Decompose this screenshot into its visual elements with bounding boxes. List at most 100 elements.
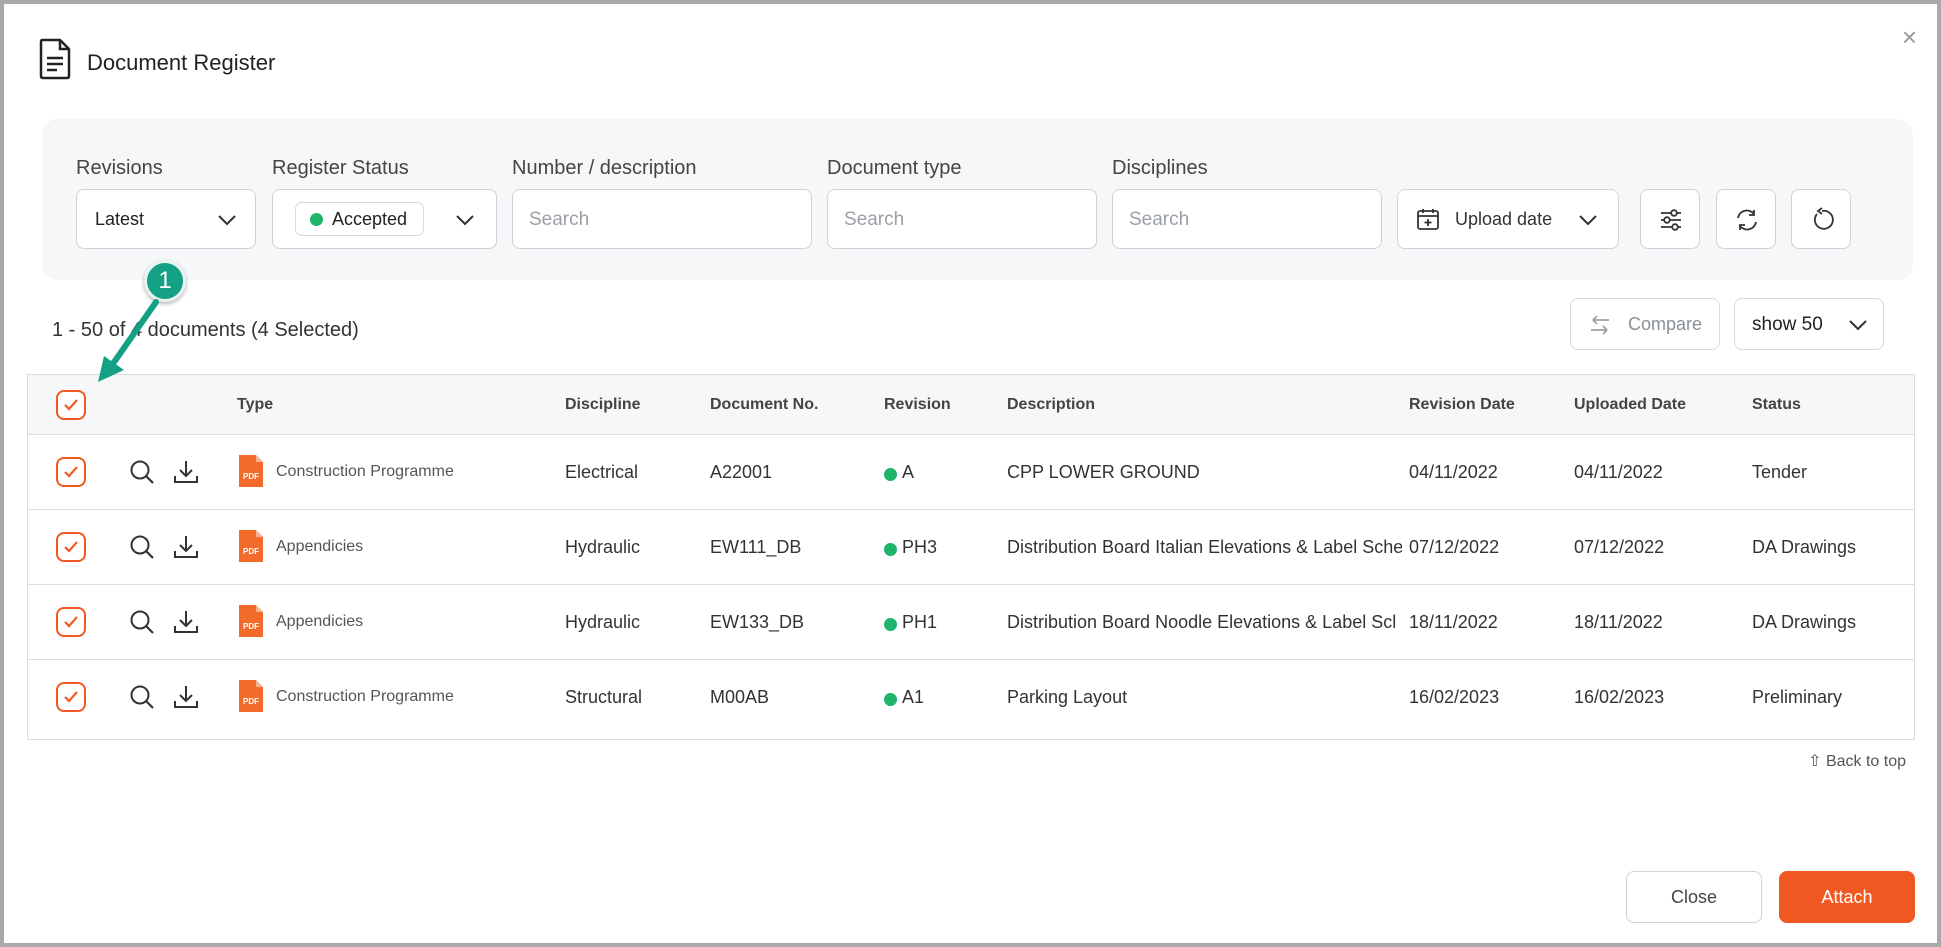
search-icon[interactable]	[128, 533, 156, 561]
document-type-input[interactable]: Search	[827, 189, 1097, 249]
pdf-file-icon: PDF	[239, 530, 263, 562]
disciplines-input[interactable]: Search	[1112, 189, 1382, 249]
revision-cell: A1	[902, 687, 925, 707]
column-header-discipline[interactable]: Discipline	[565, 396, 641, 413]
compare-button[interactable]: Compare	[1570, 298, 1720, 350]
chevron-down-icon	[1579, 215, 1597, 226]
uploaded-date-cell: 07/12/2022	[1574, 537, 1665, 557]
swap-arrows-icon	[1591, 315, 1609, 335]
description-cell: Distribution Board Noodle Elevations & L…	[1007, 612, 1397, 632]
status-chip-label: Accepted	[332, 209, 408, 229]
document-icon	[39, 38, 71, 80]
number-description-placeholder: Search	[529, 209, 590, 230]
back-to-top-link[interactable]: ⇧ Back to top	[1808, 753, 1906, 770]
pdf-file-icon: PDF	[239, 455, 263, 487]
download-icon[interactable]	[172, 683, 200, 711]
revisions-select[interactable]: Latest	[76, 189, 256, 249]
close-button[interactable]: Close	[1626, 871, 1762, 923]
row-checkbox[interactable]	[56, 607, 86, 637]
uploaded-date-cell: 16/02/2023	[1574, 687, 1665, 707]
revision-cell: PH3	[902, 537, 938, 557]
sync-button[interactable]	[1716, 189, 1776, 249]
upload-date-select[interactable]: Upload date	[1397, 189, 1619, 249]
revision-dot	[884, 693, 897, 706]
search-icon[interactable]	[128, 458, 156, 486]
pdf-badge-text: PDF	[243, 472, 259, 481]
revisions-value: Latest	[95, 209, 145, 229]
chevron-down-icon	[218, 215, 236, 226]
download-icon[interactable]	[172, 608, 200, 636]
revision-cell: A	[902, 462, 915, 482]
status-cell: DA Drawings	[1752, 537, 1857, 557]
row-checkbox[interactable]	[56, 532, 86, 562]
column-header-uploaded-date[interactable]: Uploaded Date	[1574, 396, 1687, 413]
reset-icon	[1814, 207, 1834, 230]
document-no-cell: EW133_DB	[710, 612, 805, 632]
sync-icon	[1737, 209, 1757, 231]
document-no-cell: M00AB	[710, 687, 770, 707]
table-row[interactable]: PDF Construction Programme Structural M00…	[28, 660, 1914, 735]
filter-settings-button[interactable]	[1640, 189, 1700, 249]
check-icon	[64, 541, 78, 553]
revision-date-cell: 16/02/2023	[1409, 687, 1500, 707]
description-cell: Distribution Board Italian Elevations & …	[1007, 537, 1402, 557]
annotation-callout: 1	[144, 260, 186, 302]
annotation-arrow-icon	[98, 299, 159, 382]
filter-panel: Revisions Latest Register Status Accepte…	[42, 119, 1913, 280]
type-cell: Construction Programme	[276, 688, 454, 705]
revision-dot	[884, 543, 897, 556]
pdf-badge-text: PDF	[243, 697, 259, 706]
column-header-type[interactable]: Type	[237, 396, 274, 413]
attach-button[interactable]: Attach	[1779, 871, 1915, 923]
search-icon[interactable]	[128, 608, 156, 636]
disciplines-label: Disciplines	[1112, 157, 1208, 179]
document-type-label: Document type	[827, 157, 962, 179]
pdf-file-icon: PDF	[239, 680, 263, 712]
column-header-revision[interactable]: Revision	[884, 396, 951, 413]
status-cell: Tender	[1752, 462, 1808, 482]
table-row[interactable]: PDF Appendicies Hydraulic EW133_DB PH1 Dist…	[28, 585, 1914, 660]
row-checkbox[interactable]	[56, 682, 86, 712]
row-checkbox[interactable]	[56, 457, 86, 487]
revision-date-cell: 18/11/2022	[1409, 612, 1498, 632]
table-row[interactable]: PDF Construction Programme Electrical A22…	[28, 435, 1914, 510]
document-register-dialog: Document Register × Revisions Latest Reg…	[4, 4, 1937, 943]
dialog-title: Document Register	[87, 50, 276, 75]
page-size-select[interactable]: show 50	[1734, 298, 1884, 350]
select-all-checkbox[interactable]	[56, 390, 86, 420]
description-cell: CPP LOWER GROUND	[1007, 462, 1200, 482]
table-row[interactable]: PDF Appendicies Hydraulic EW111_DB PH3 Dist…	[28, 510, 1914, 585]
close-icon[interactable]: ×	[1901, 22, 1917, 52]
status-cell: DA Drawings	[1752, 612, 1857, 632]
check-icon	[64, 466, 78, 478]
disciplines-placeholder: Search	[1129, 209, 1190, 230]
register-status-select[interactable]: Accepted	[272, 189, 497, 249]
check-icon	[64, 691, 78, 703]
pdf-badge-text: PDF	[243, 622, 259, 631]
type-cell: Appendicies	[276, 538, 364, 555]
search-icon[interactable]	[128, 683, 156, 711]
type-cell: Appendicies	[276, 613, 364, 630]
register-status-label: Register Status	[272, 157, 409, 179]
table-header: Type Discipline Document No. Revision De…	[28, 375, 1914, 435]
column-header-description[interactable]: Description	[1007, 396, 1096, 413]
revisions-label: Revisions	[76, 157, 163, 179]
discipline-cell: Hydraulic	[565, 612, 641, 632]
download-icon[interactable]	[172, 458, 200, 486]
chevron-down-icon	[1849, 320, 1867, 331]
column-header-revision-date[interactable]: Revision Date	[1409, 396, 1515, 413]
document-type-placeholder: Search	[844, 209, 905, 230]
column-header-status[interactable]: Status	[1752, 396, 1801, 413]
download-icon[interactable]	[172, 533, 200, 561]
column-header-document-no[interactable]: Document No.	[710, 396, 819, 413]
revision-dot	[884, 618, 897, 631]
type-cell: Construction Programme	[276, 463, 454, 480]
discipline-cell: Hydraulic	[565, 537, 641, 557]
status-dot	[310, 213, 323, 226]
document-no-cell: A22001	[710, 462, 773, 482]
number-description-input[interactable]: Search	[512, 189, 812, 249]
page-size-value: show 50	[1752, 314, 1823, 335]
reset-button[interactable]	[1791, 189, 1851, 249]
check-icon	[64, 399, 78, 411]
revision-date-cell: 07/12/2022	[1409, 537, 1500, 557]
